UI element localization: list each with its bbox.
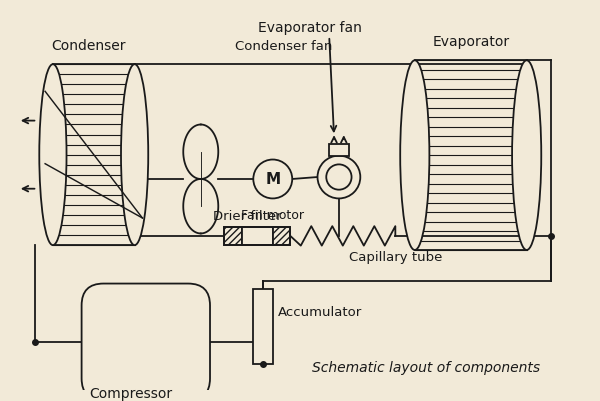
Ellipse shape [39, 65, 67, 245]
Text: M: M [265, 172, 280, 187]
Text: Accumulator: Accumulator [278, 306, 362, 318]
Text: Evaporator fan: Evaporator fan [258, 21, 362, 35]
Circle shape [317, 156, 361, 199]
FancyBboxPatch shape [82, 284, 210, 400]
Text: Drier filter: Drier filter [213, 209, 282, 222]
Ellipse shape [400, 61, 430, 250]
Text: Schematic layout of components: Schematic layout of components [313, 360, 541, 374]
Ellipse shape [121, 65, 148, 245]
Ellipse shape [512, 61, 541, 250]
Bar [242, 227, 273, 245]
Bar [224, 227, 290, 245]
Text: Condenser fan: Condenser fan [235, 39, 332, 53]
Text: Evaporator: Evaporator [432, 34, 509, 49]
Bar [224, 227, 242, 245]
Text: Compressor: Compressor [89, 386, 173, 400]
Bar [329, 145, 349, 156]
Bar [253, 289, 273, 364]
Circle shape [253, 160, 292, 199]
Circle shape [326, 165, 352, 190]
Text: Condenser: Condenser [52, 38, 126, 53]
Text: Fan motor: Fan motor [241, 209, 304, 222]
Text: Capillary tube: Capillary tube [349, 250, 442, 263]
Bar [273, 227, 290, 245]
